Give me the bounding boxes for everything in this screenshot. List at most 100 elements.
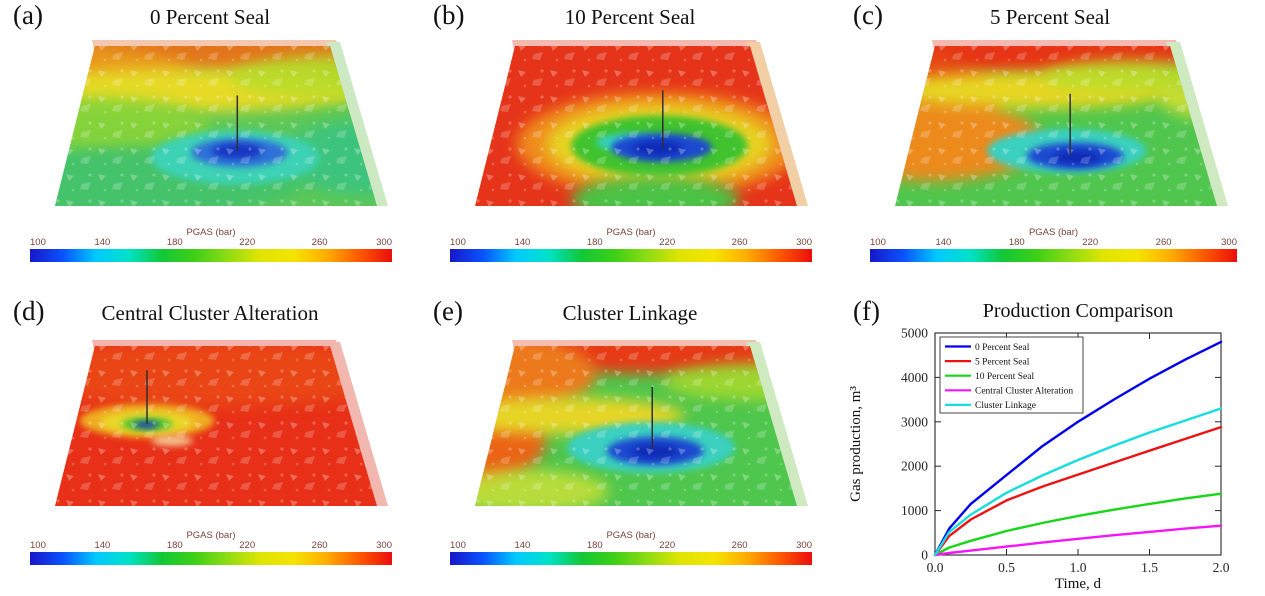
colorbar-label: PGAS (bar) bbox=[1028, 227, 1079, 238]
colorbar-tick: 260 bbox=[731, 237, 748, 248]
surface-3d-c bbox=[895, 40, 1228, 206]
surface-plot-c bbox=[840, 40, 1260, 208]
panel-e: (e) Cluster Linkage PGAS (bar) 100 140 180 2… bbox=[420, 290, 840, 596]
voronoi-texture bbox=[55, 46, 377, 206]
x-tick-label: 1.0 bbox=[1070, 560, 1087, 575]
colorbar-tick: 100 bbox=[30, 237, 46, 248]
surface-side-face bbox=[326, 42, 388, 206]
legend-entry: Central Cluster Alteration bbox=[975, 387, 1073, 397]
pressure-field bbox=[475, 346, 797, 506]
colorbar-tick: 260 bbox=[311, 237, 328, 248]
colorbar-tick: 300 bbox=[376, 540, 392, 551]
colorbar-gradient bbox=[30, 249, 392, 262]
colorbar-tick: 220 bbox=[659, 237, 676, 248]
surface-side-face bbox=[326, 342, 388, 506]
colorbar-tick: 100 bbox=[450, 237, 466, 248]
x-tick-label: 0.0 bbox=[927, 560, 944, 575]
panel-b-title: 10 Percent Seal bbox=[564, 5, 696, 29]
chart-title: Production Comparison bbox=[983, 300, 1174, 322]
colorbar-tick: 140 bbox=[514, 540, 531, 551]
panel-e-title: Cluster Linkage bbox=[562, 301, 698, 325]
surface-side-face bbox=[1166, 42, 1228, 206]
colorbar-tick: 220 bbox=[239, 540, 256, 551]
series-line-central-cluster-alteration bbox=[933, 524, 1223, 557]
y-tick-label: 3000 bbox=[901, 414, 928, 429]
series-line-cluster-linkage bbox=[933, 407, 1223, 557]
colorbar-label: PGAS (bar) bbox=[606, 530, 656, 541]
surface-plot-e bbox=[420, 340, 840, 508]
pressure-field bbox=[55, 346, 377, 506]
surface-plot-a bbox=[0, 40, 420, 208]
colorbar-b: PGAS (bar) 100 140 180 220 260 300 bbox=[450, 227, 812, 263]
colorbar-tick: 220 bbox=[1082, 237, 1099, 248]
y-tick-label: 4000 bbox=[901, 370, 928, 385]
surface-plot-b bbox=[420, 40, 840, 208]
legend-entry: 0 Percent Seal bbox=[975, 343, 1030, 353]
surface-3d-b bbox=[475, 40, 808, 206]
panel-e-label: (e) bbox=[433, 296, 463, 326]
colorbar-gradient bbox=[30, 552, 392, 565]
colorbar-tick: 260 bbox=[311, 540, 328, 551]
colorbar-label: PGAS (bar) bbox=[186, 530, 236, 541]
colorbar-tick: 300 bbox=[796, 540, 812, 551]
colorbar-gradient bbox=[870, 249, 1237, 262]
colorbar-tick: 180 bbox=[166, 237, 183, 248]
panel-a: (a) 0 Percent Seal PGAS (bar) 100 140 180 22… bbox=[0, 0, 420, 290]
y-tick-label: 2000 bbox=[901, 459, 928, 474]
colorbar-d: PGAS (bar) 100 140 180 220 260 300 bbox=[30, 530, 392, 566]
colorbar-tick: 180 bbox=[166, 540, 183, 551]
voronoi-texture bbox=[475, 346, 797, 506]
x-axis-label: Time, d bbox=[1055, 576, 1102, 592]
x-tick-label: 0.5 bbox=[998, 560, 1015, 575]
series-line-5-percent-seal bbox=[933, 425, 1223, 557]
panel-a-label: (a) bbox=[13, 0, 43, 30]
colorbar-tick: 100 bbox=[30, 540, 46, 551]
production-chart: Production Comparison 0.0 0.5 1.0 1.5 2.0 0 100… bbox=[840, 290, 1265, 596]
colorbar-tick: 300 bbox=[796, 237, 812, 248]
colorbar-gradient bbox=[450, 552, 812, 565]
legend-entry: 10 Percent Seal bbox=[975, 372, 1034, 382]
production-chart-svg: Production Comparison 0.0 0.5 1.0 1.5 2.0 0 100… bbox=[848, 300, 1230, 592]
surface-3d-a bbox=[55, 40, 388, 206]
surface-plot-d bbox=[0, 340, 420, 508]
panel-c-label: (c) bbox=[853, 0, 883, 30]
colorbar-tick: 140 bbox=[935, 237, 952, 248]
surface-3d-e bbox=[475, 340, 808, 506]
colorbar-tick: 180 bbox=[586, 540, 603, 551]
surface-3d-d bbox=[55, 340, 388, 506]
surface-side-face bbox=[746, 42, 808, 206]
voronoi-texture bbox=[475, 46, 797, 206]
panel-b-label: (b) bbox=[433, 0, 465, 30]
colorbar-label: PGAS (bar) bbox=[606, 227, 656, 238]
legend-entry: 5 Percent Seal bbox=[975, 357, 1030, 367]
colorbar-tick: 100 bbox=[450, 540, 466, 551]
y-axis-label: Gas production, m³ bbox=[848, 386, 864, 502]
panel-c: (c) 5 Percent Seal PGAS (bar) 100 140 180 22… bbox=[840, 0, 1265, 290]
voronoi-texture bbox=[895, 46, 1217, 206]
series-line-0-percent-seal bbox=[933, 340, 1223, 557]
series-line-10-percent-seal bbox=[933, 492, 1223, 557]
pressure-field bbox=[475, 46, 797, 206]
colorbar-tick: 260 bbox=[731, 540, 748, 551]
panel-b: (b) 10 Percent Seal PGAS (bar) 100 140 180 2… bbox=[420, 0, 840, 290]
colorbar-c: PGAS (bar) 100 140 180 220 260 300 bbox=[870, 227, 1237, 263]
voronoi-texture bbox=[55, 346, 377, 506]
panel-f: (f) Production Comparison 0.0 0.5 1.0 1.5 2.0… bbox=[840, 290, 1265, 596]
colorbar-tick: 220 bbox=[659, 540, 676, 551]
colorbar-tick: 140 bbox=[514, 237, 531, 248]
colorbar-tick: 140 bbox=[94, 540, 111, 551]
panel-d: (d) Central Cluster Alteration PGAS (bar… bbox=[0, 290, 420, 596]
colorbar-gradient bbox=[450, 249, 812, 262]
colorbar-tick: 180 bbox=[1008, 237, 1025, 248]
legend-entry: Cluster Linkage bbox=[975, 401, 1036, 411]
y-tick-label: 5000 bbox=[901, 326, 928, 341]
panel-d-label: (d) bbox=[13, 296, 45, 326]
y-tick-label: 0 bbox=[921, 548, 928, 563]
colorbar-tick: 220 bbox=[239, 237, 256, 248]
colorbar-tick: 300 bbox=[1221, 237, 1237, 248]
x-tick-label: 2.0 bbox=[1213, 560, 1230, 575]
legend: 0 Percent Seal 5 Percent Seal 10 Percent S… bbox=[939, 336, 1084, 414]
pressure-field bbox=[895, 46, 1217, 206]
panel-d-title: Central Cluster Alteration bbox=[101, 301, 319, 325]
